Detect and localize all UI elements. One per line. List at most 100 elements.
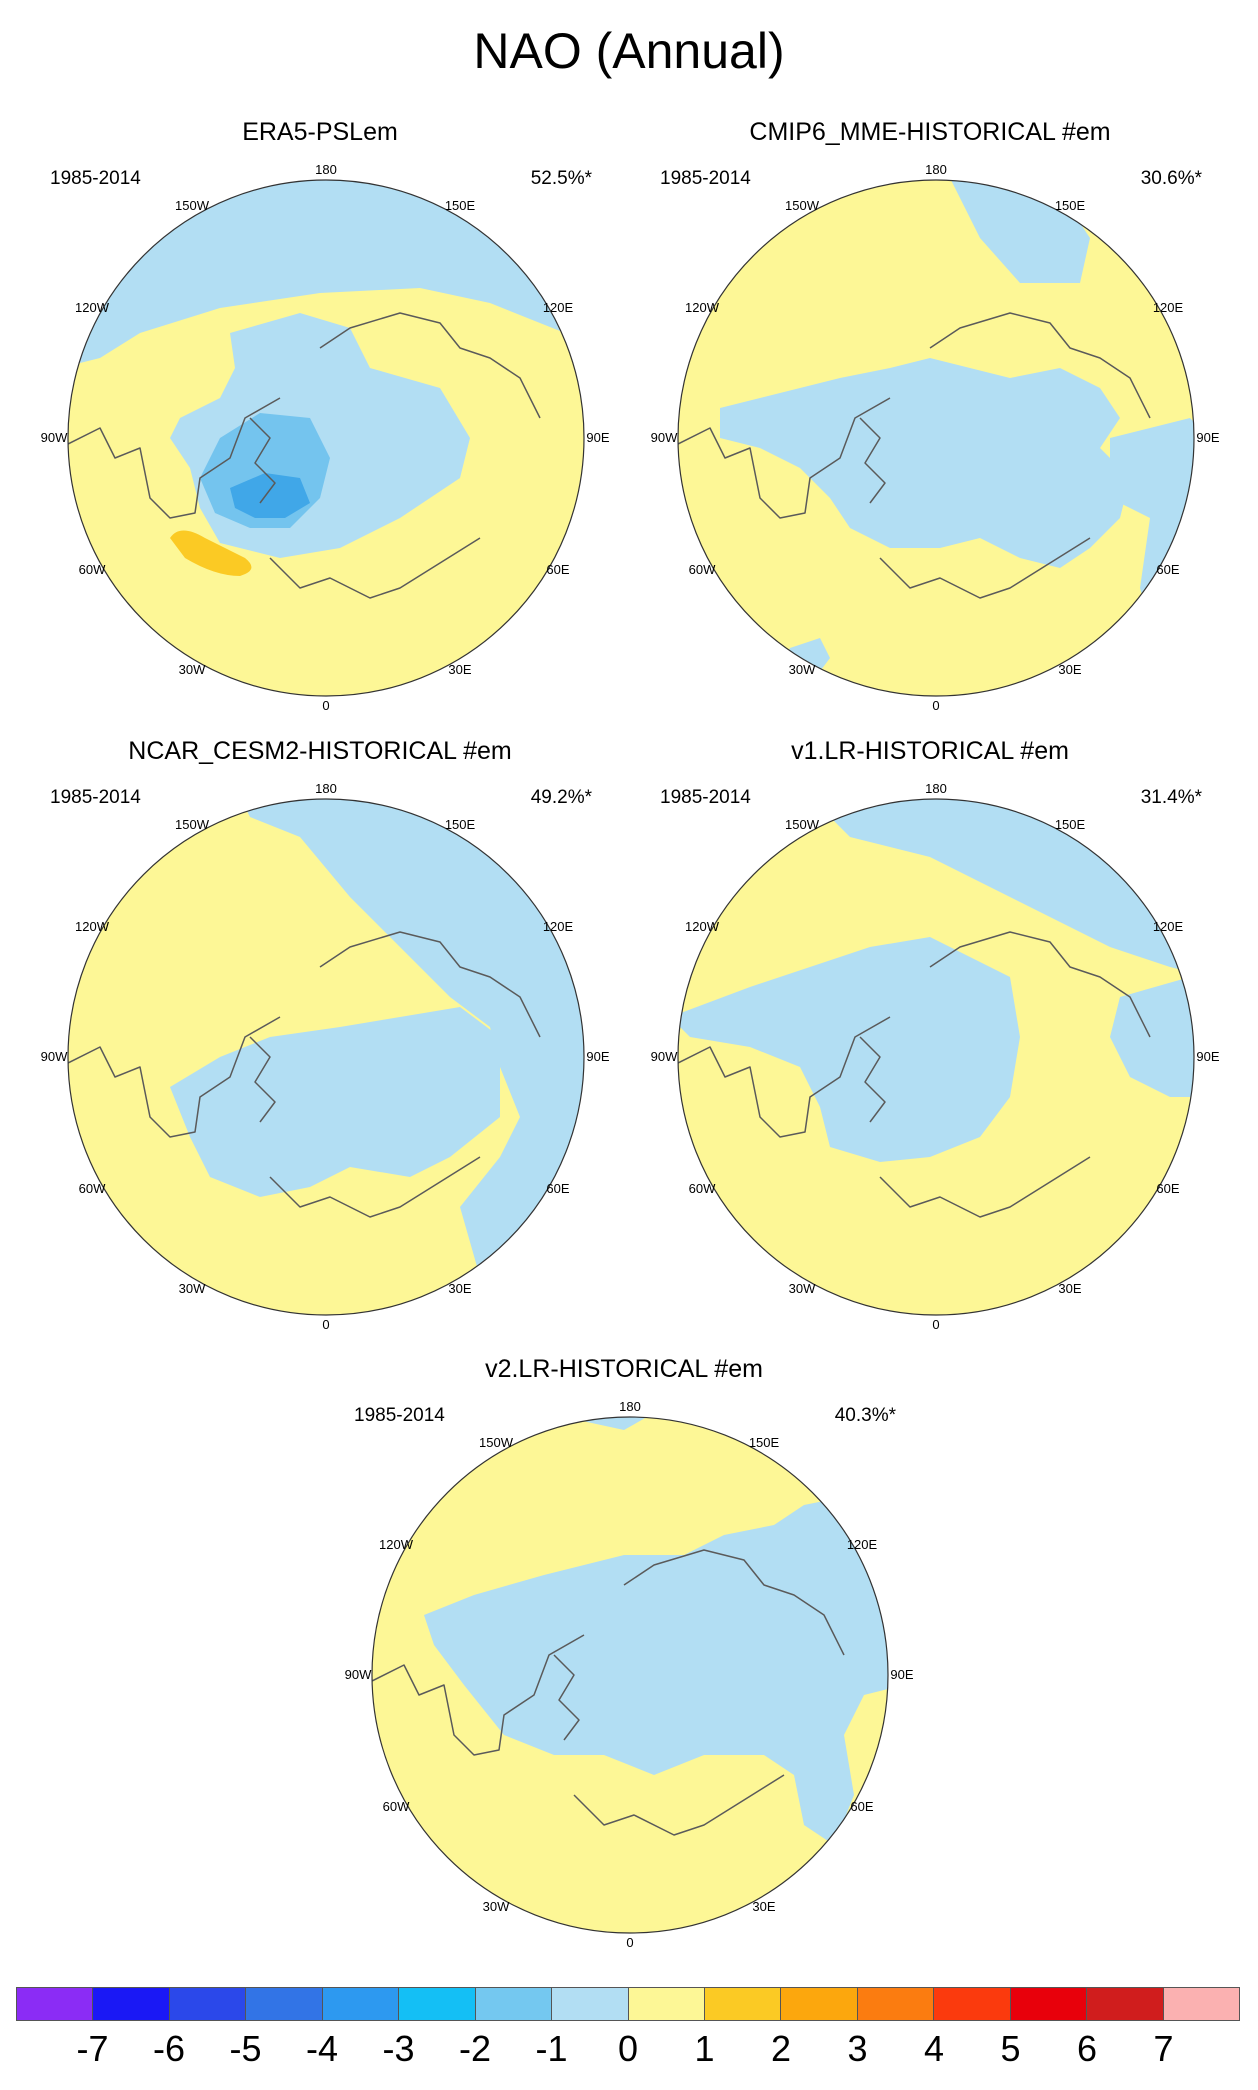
colorbar-box xyxy=(93,1988,170,2020)
lon-label: 90W xyxy=(651,430,678,445)
panel-title: CMIP6_MME-HISTORICAL #em xyxy=(749,118,1111,146)
lon-label: 90E xyxy=(586,1049,609,1064)
lon-label: 60W xyxy=(689,1181,716,1196)
map-border xyxy=(677,798,1195,1316)
lon-label: 120W xyxy=(75,919,110,934)
colorbar-box xyxy=(475,1988,553,2020)
lon-label: 150W xyxy=(785,198,820,213)
lon-label: 30W xyxy=(789,1281,816,1296)
longitude-labels: 180 150E 120E 90E 60E 30E 0 30W 60W 90W … xyxy=(41,781,610,1332)
panel-percent: 40.3%* xyxy=(834,1405,896,1426)
lon-label: 120E xyxy=(543,919,574,934)
panel-cmip6-mme: CMIP6_MME-HISTORICAL #em 1985-2014 30.6%… xyxy=(630,118,1230,738)
colorbar-tick-label: 1 xyxy=(694,2028,715,2069)
lon-label: 60W xyxy=(689,562,716,577)
panel-percent: 49.2%* xyxy=(530,787,592,808)
panel-period: 1985-2014 xyxy=(50,787,141,808)
panel-title: v2.LR-HISTORICAL #em xyxy=(485,1355,763,1383)
panel-v2lr: v2.LR-HISTORICAL #em 1985-2014 40.3%* 18… xyxy=(324,1355,924,1975)
panel-ncar-cesm2: NCAR_CESM2-HISTORICAL #em 1985-2014 49.2… xyxy=(20,737,620,1357)
panel-v1lr: v1.LR-HISTORICAL #em 1985-2014 31.4%* 18… xyxy=(630,737,1230,1357)
panel-era5: ERA5-PSLem 1985-2014 52.5%* 180 150E 120… xyxy=(20,118,620,738)
coastlines xyxy=(68,312,541,599)
lon-label: 30W xyxy=(483,1899,510,1914)
polar-map: 180 150E 120E 90E 60E 30E 0 30W 60W 90W … xyxy=(651,162,1220,713)
colorbar-tick-label: -2 xyxy=(458,2028,492,2069)
colorbar-tick-label: -5 xyxy=(229,2028,262,2069)
lon-label: 30W xyxy=(789,662,816,677)
coastlines xyxy=(678,312,1151,599)
polar-map: 180 150E 120E 90E 60E 30E 0 30W 60W 90W … xyxy=(345,1399,914,1950)
lon-label: 30W xyxy=(179,662,206,677)
lon-label: 90W xyxy=(41,1049,68,1064)
longitude-labels: 180 150E 120E 90E 60E 30E 0 30W 60W 90W … xyxy=(345,1399,914,1950)
lon-label: 30E xyxy=(1058,662,1081,677)
longitude-labels: 180 150E 120E 90E 60E 30E 0 30W 60W 90W … xyxy=(651,162,1220,713)
lon-label: 0 xyxy=(322,1317,329,1332)
lon-label: 60E xyxy=(546,1181,569,1196)
panel-percent: 30.6%* xyxy=(1140,168,1202,189)
colorbar-tick-label: 3 xyxy=(847,2028,868,2069)
polar-map: 180 150E 120E 90E 60E 30E 0 30W 60W 90W … xyxy=(651,781,1220,1332)
panel-title: ERA5-PSLem xyxy=(242,118,398,146)
coastlines xyxy=(678,931,1151,1218)
lon-label: 180 xyxy=(619,1399,641,1414)
lon-label: 180 xyxy=(315,781,337,796)
colorbar-tick-label: -6 xyxy=(152,2028,186,2069)
colorbar-box xyxy=(1163,1988,1239,2020)
lon-label: 90E xyxy=(586,430,609,445)
lon-label: 90E xyxy=(1196,430,1219,445)
lon-label: 60E xyxy=(1156,1181,1179,1196)
lon-label: 150E xyxy=(749,1435,780,1450)
colorbar-box xyxy=(934,1988,1011,2020)
map-border xyxy=(677,179,1195,697)
field-negative-center xyxy=(720,358,1130,568)
lon-label: 120W xyxy=(379,1537,414,1552)
lon-label: 90W xyxy=(41,430,68,445)
lon-label: 120E xyxy=(847,1537,878,1552)
map-border xyxy=(67,179,585,697)
colorbar-box xyxy=(1010,1988,1088,2020)
panel-percent: 52.5%* xyxy=(530,168,592,189)
lon-label: 60E xyxy=(546,562,569,577)
lon-label: 120W xyxy=(685,300,720,315)
lon-label: 90E xyxy=(1196,1049,1219,1064)
lon-label: 90W xyxy=(345,1667,372,1682)
lon-label: 120E xyxy=(1153,300,1184,315)
colorbar-tick-label: 7 xyxy=(1153,2028,1174,2069)
colorbar-box xyxy=(857,1988,935,2020)
colorbar-box xyxy=(17,1988,94,2020)
lon-label: 30W xyxy=(179,1281,206,1296)
panel-period: 1985-2014 xyxy=(660,168,751,189)
polar-map: 180 150E 120E 90E 60E 30E 0 30W 60W 90W … xyxy=(41,781,610,1332)
field-negative-center xyxy=(170,1007,500,1197)
field-negative-north xyxy=(240,799,584,1315)
panel-period: 1985-2014 xyxy=(660,787,751,808)
lon-label: 0 xyxy=(932,1317,939,1332)
colorbar-tick-label: 5 xyxy=(1000,2028,1021,2069)
lon-label: 180 xyxy=(925,781,947,796)
lon-label: 120W xyxy=(75,300,110,315)
colorbar-labels: -7 -6 -5 -4 -3 -2 -1 0 1 2 3 4 5 6 7 xyxy=(0,2028,1258,2078)
field-negative-center xyxy=(424,1495,888,1845)
polar-map: 180 150E 120E 90E 60E 30E 0 30W 60W 90W … xyxy=(41,162,610,713)
coastlines xyxy=(68,931,541,1218)
lon-label: 150W xyxy=(175,817,210,832)
lon-label: 0 xyxy=(322,698,329,713)
lon-label: 60W xyxy=(79,562,106,577)
colorbar-box xyxy=(169,1988,247,2020)
longitude-labels: 180 150E 120E 90E 60E 30E 0 30W 60W 90W … xyxy=(651,781,1220,1332)
colorbar-box xyxy=(781,1988,858,2020)
colorbar-tick-label: 2 xyxy=(770,2028,792,2069)
colorbar-box xyxy=(246,1988,323,2020)
lon-label: 150E xyxy=(1055,817,1086,832)
colorbar-box xyxy=(628,1988,705,2020)
colorbar-box xyxy=(704,1988,782,2020)
field-positive-spot xyxy=(170,530,252,576)
lon-label: 30E xyxy=(448,662,471,677)
lon-label: 30E xyxy=(752,1899,775,1914)
colorbar-tick-label: -3 xyxy=(382,2028,415,2069)
lon-label: 120E xyxy=(1153,919,1184,934)
colorbar-box xyxy=(322,1988,400,2020)
lon-label: 0 xyxy=(932,698,939,713)
